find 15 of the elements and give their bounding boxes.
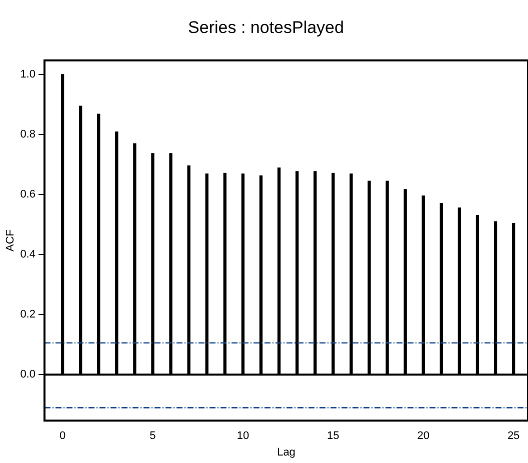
y-tick-label: 0.0 [20,368,36,381]
x-tick-label: 25 [507,430,520,442]
x-tick-label: 0 [59,430,66,442]
y-tick-label: 1.0 [20,68,36,81]
x-tick-label: 10 [236,430,250,442]
y-tick-label: 0.8 [20,128,36,141]
y-axis-title: ACF [4,229,17,252]
x-tick-label: 5 [150,430,156,442]
y-tick-label: 0.2 [20,308,36,321]
x-axis-title: Lag [277,446,296,458]
y-tick-label: 0.4 [20,248,36,261]
y-tick-label: 0.6 [20,188,36,201]
x-tick-label: 15 [327,430,340,442]
chart-title: Series : notesPlayed [188,18,344,37]
x-tick-label: 20 [417,430,430,442]
